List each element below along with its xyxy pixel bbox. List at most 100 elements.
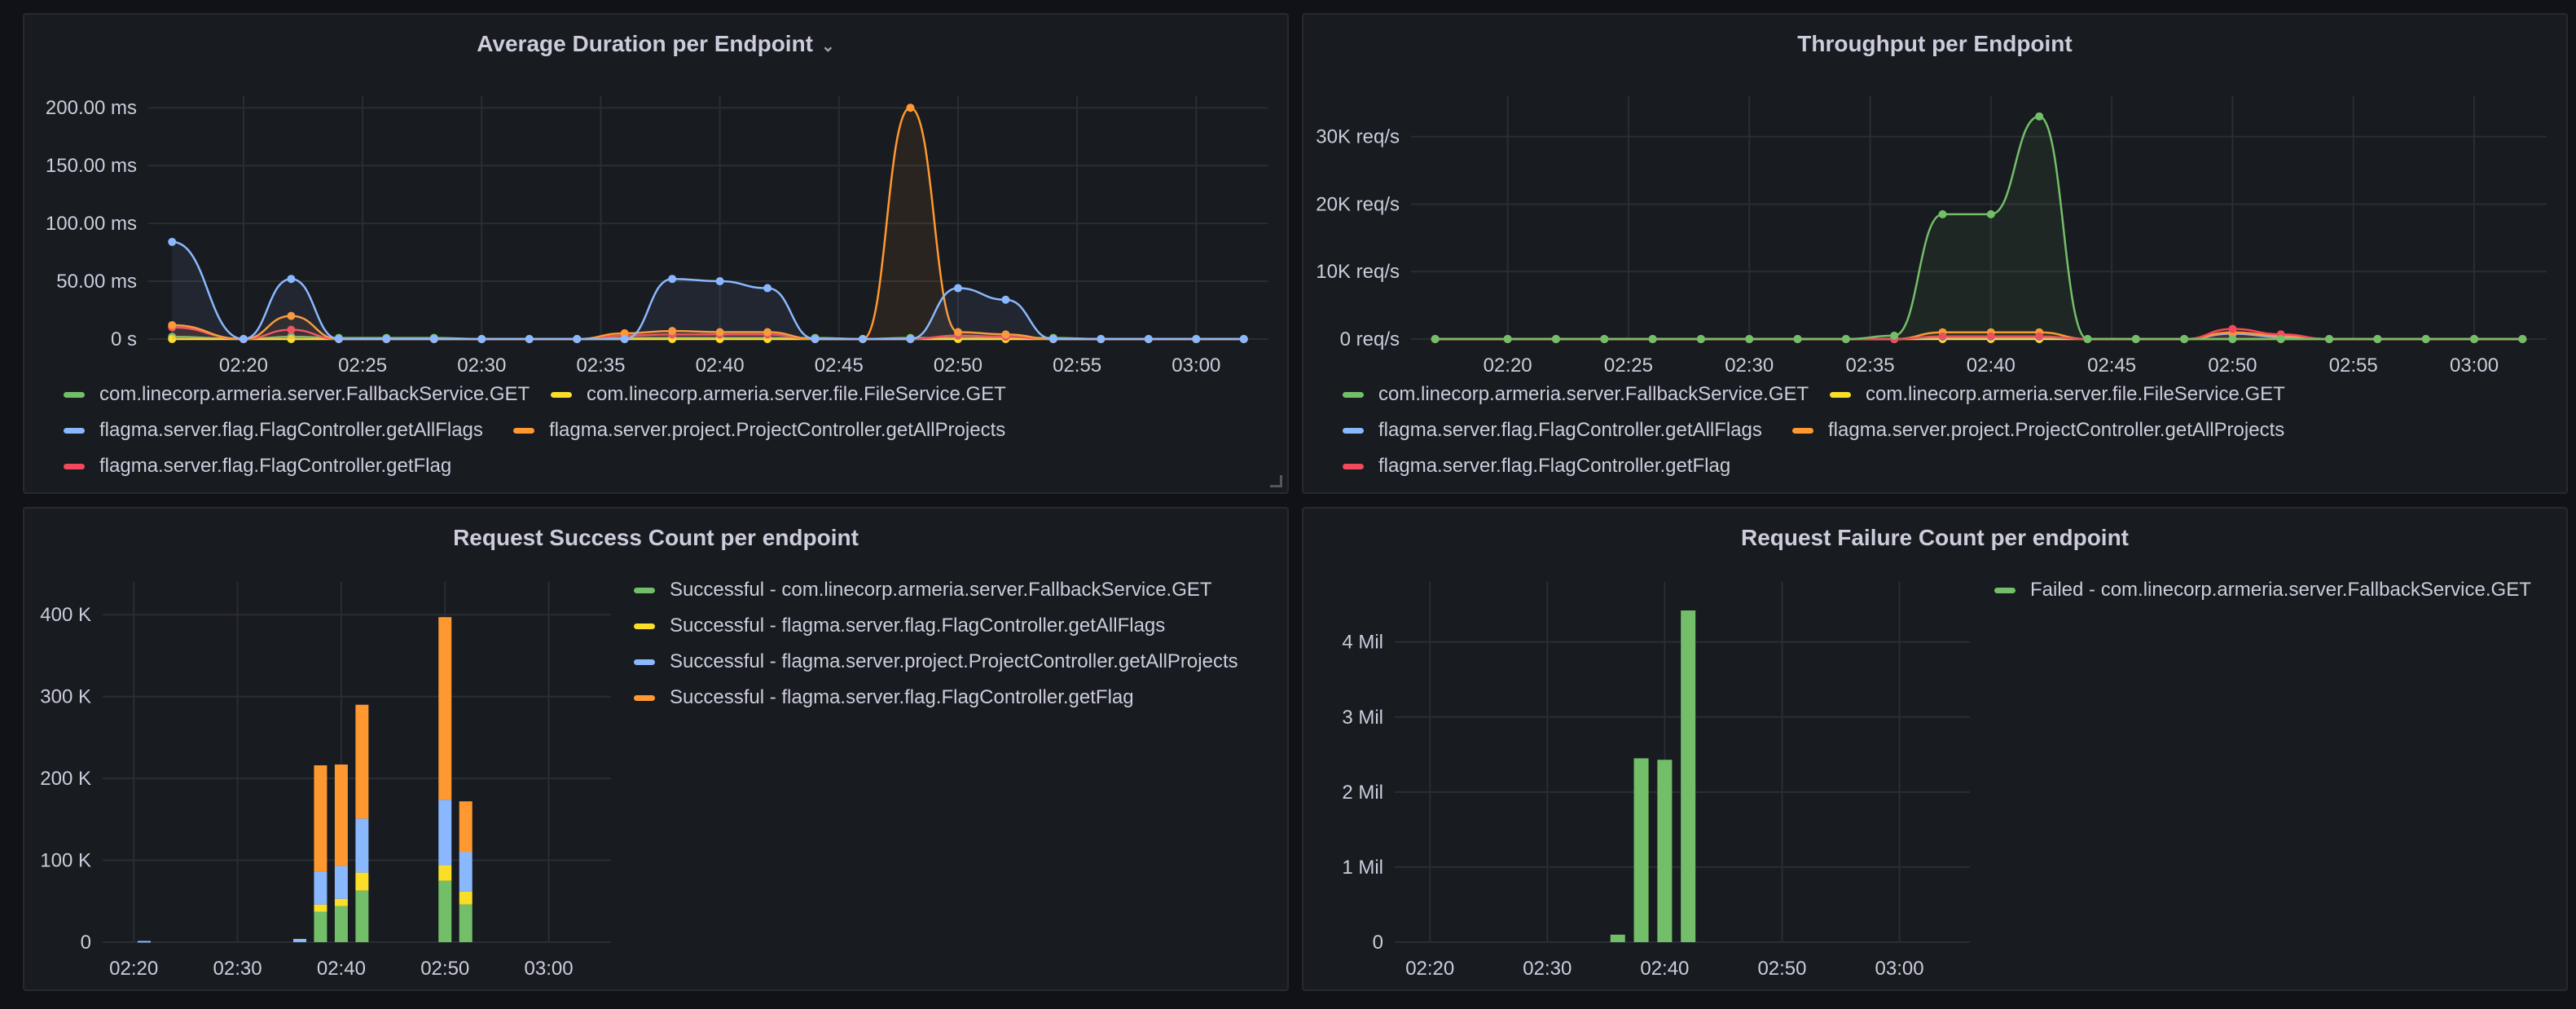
x-tick-label: 02:45 xyxy=(815,355,864,377)
legend-item[interactable]: flagma.server.flag.FlagController.getFla… xyxy=(1343,455,1730,478)
panel-average-duration[interactable]: Average Duration per Endpoint ⌄ 0 s 50.00 … xyxy=(23,13,1289,494)
legend-item[interactable]: com.linecorp.armeria.server.FallbackServ… xyxy=(64,383,530,406)
legend-item[interactable]: Successful - flagma.server.flag.FlagCont… xyxy=(634,686,1134,709)
x-tick-label: 02:55 xyxy=(1053,355,1101,377)
legend-item[interactable]: com.linecorp.armeria.server.FallbackServ… xyxy=(1343,383,1809,406)
y-tick-label: 50.00 ms xyxy=(56,271,137,293)
x-tick-label: 03:00 xyxy=(525,958,574,980)
chevron-down-icon[interactable]: ⌄ xyxy=(821,37,835,55)
bar-segment xyxy=(438,800,452,866)
bar-segment xyxy=(355,872,369,891)
data-point xyxy=(2035,112,2044,121)
data-point xyxy=(2518,335,2527,343)
data-point xyxy=(168,237,177,246)
panel-title[interactable]: Request Failure Count per endpoint xyxy=(1740,525,2129,550)
legend-item[interactable]: Successful - flagma.server.flag.FlagCont… xyxy=(634,615,1165,637)
legend-item[interactable]: flagma.server.flag.FlagController.getAll… xyxy=(1343,419,1762,442)
data-point xyxy=(287,275,296,284)
legend-item[interactable]: Successful - com.linecorp.armeria.server… xyxy=(634,579,1212,601)
data-point xyxy=(811,335,820,343)
y-tick-label: 2 Mil xyxy=(1342,782,1383,804)
data-point xyxy=(1648,335,1657,343)
y-tick-label: 150.00 ms xyxy=(46,155,137,177)
panel-title[interactable]: Throughput per Endpoint xyxy=(1797,31,2073,56)
x-tick-label: 02:20 xyxy=(1484,355,1532,377)
data-point xyxy=(953,328,962,337)
bar-segment xyxy=(459,852,473,892)
data-point xyxy=(168,320,177,329)
x-tick-label: 02:50 xyxy=(934,355,982,377)
legend-label: com.linecorp.armeria.server.FallbackServ… xyxy=(99,383,530,405)
data-point xyxy=(429,335,438,343)
x-tick-label: 02:50 xyxy=(420,958,469,980)
data-point xyxy=(1793,335,1802,343)
bar-segment xyxy=(459,801,473,853)
data-point xyxy=(2421,335,2430,343)
data-point xyxy=(2131,335,2140,343)
legend-swatch xyxy=(513,427,534,434)
y-tick-label: 200 K xyxy=(40,768,91,790)
bar-segment xyxy=(355,704,369,819)
legend-item[interactable]: flagma.server.flag.FlagController.getAll… xyxy=(64,419,483,442)
x-tick-label: 02:30 xyxy=(213,958,262,980)
legend-swatch xyxy=(1830,391,1851,398)
data-point xyxy=(2470,335,2479,343)
data-point xyxy=(620,335,629,343)
legend-item[interactable]: Successful - flagma.server.project.Proje… xyxy=(634,650,1238,673)
x-tick-label: 02:40 xyxy=(1640,958,1689,980)
legend-swatch xyxy=(634,694,655,701)
data-point xyxy=(715,328,724,337)
bar-segment xyxy=(334,905,348,942)
bar-segment xyxy=(334,898,348,906)
data-point xyxy=(287,335,296,343)
x-tick-label: 03:00 xyxy=(2450,355,2499,377)
y-tick-label: 300 K xyxy=(40,686,91,708)
data-point xyxy=(1192,335,1201,343)
legend-item[interactable]: Failed - com.linecorp.armeria.server.Fal… xyxy=(1994,579,2531,601)
data-point xyxy=(382,335,391,343)
data-point xyxy=(1938,332,1947,341)
data-point xyxy=(1890,331,1899,340)
x-tick-label: 02:40 xyxy=(1967,355,2016,377)
data-point xyxy=(525,335,534,343)
throughput-chart: 0 req/s 10K req/s 20K req/s 30K req/s 02:20 0… xyxy=(1316,96,2547,377)
bar-segment xyxy=(1657,760,1673,942)
x-tick-label: 02:35 xyxy=(576,355,625,377)
legend-label: flagma.server.flag.FlagController.getAll… xyxy=(99,419,483,441)
legend-item[interactable]: flagma.server.flag.FlagController.getFla… xyxy=(64,455,451,478)
data-point xyxy=(1239,335,1248,343)
panel-title[interactable]: Request Success Count per endpoint xyxy=(453,525,859,550)
data-point xyxy=(1986,332,1995,341)
y-tick-label: 0 s xyxy=(111,328,137,350)
panel-title-text: Average Duration per Endpoint xyxy=(477,31,813,56)
legend-swatch xyxy=(634,587,655,593)
panel-throughput[interactable]: Throughput per Endpoint 0 req/s 10K req/s… xyxy=(1302,13,2568,494)
legend-item[interactable]: flagma.server.project.ProjectController.… xyxy=(513,419,1005,442)
legend-item[interactable]: flagma.server.project.ProjectController.… xyxy=(1792,419,2284,442)
panel-success-count[interactable]: Request Success Count per endpoint 0 100 … xyxy=(23,507,1289,991)
data-point xyxy=(477,335,486,343)
legend-swatch xyxy=(1343,391,1364,398)
bar-segment xyxy=(1681,610,1696,942)
legend-label: com.linecorp.armeria.server.FallbackServ… xyxy=(1378,383,1809,405)
panel-failure-count[interactable]: Request Failure Count per endpoint 0 1 Mi… xyxy=(1302,507,2568,991)
x-tick-label: 03:00 xyxy=(1172,355,1220,377)
data-point xyxy=(1503,335,1512,343)
data-point xyxy=(1841,335,1850,343)
data-point xyxy=(287,311,296,320)
bar-segment xyxy=(438,865,452,881)
legend-item[interactable]: com.linecorp.armeria.server.file.FileSer… xyxy=(551,383,1006,406)
legend-item[interactable]: com.linecorp.armeria.server.file.FileSer… xyxy=(1830,383,2285,406)
resize-handle-icon[interactable] xyxy=(1270,475,1282,487)
bar-segment xyxy=(334,764,348,866)
panel-title[interactable]: Average Duration per Endpoint ⌄ xyxy=(24,31,1287,57)
data-point xyxy=(953,284,962,293)
data-point xyxy=(2325,335,2334,343)
series-area xyxy=(172,241,1244,339)
bar-segment xyxy=(314,904,327,912)
legend-swatch xyxy=(64,391,85,398)
data-point xyxy=(1097,335,1106,343)
data-point xyxy=(906,335,915,343)
data-point xyxy=(2373,335,2382,343)
data-point xyxy=(1431,335,1440,343)
